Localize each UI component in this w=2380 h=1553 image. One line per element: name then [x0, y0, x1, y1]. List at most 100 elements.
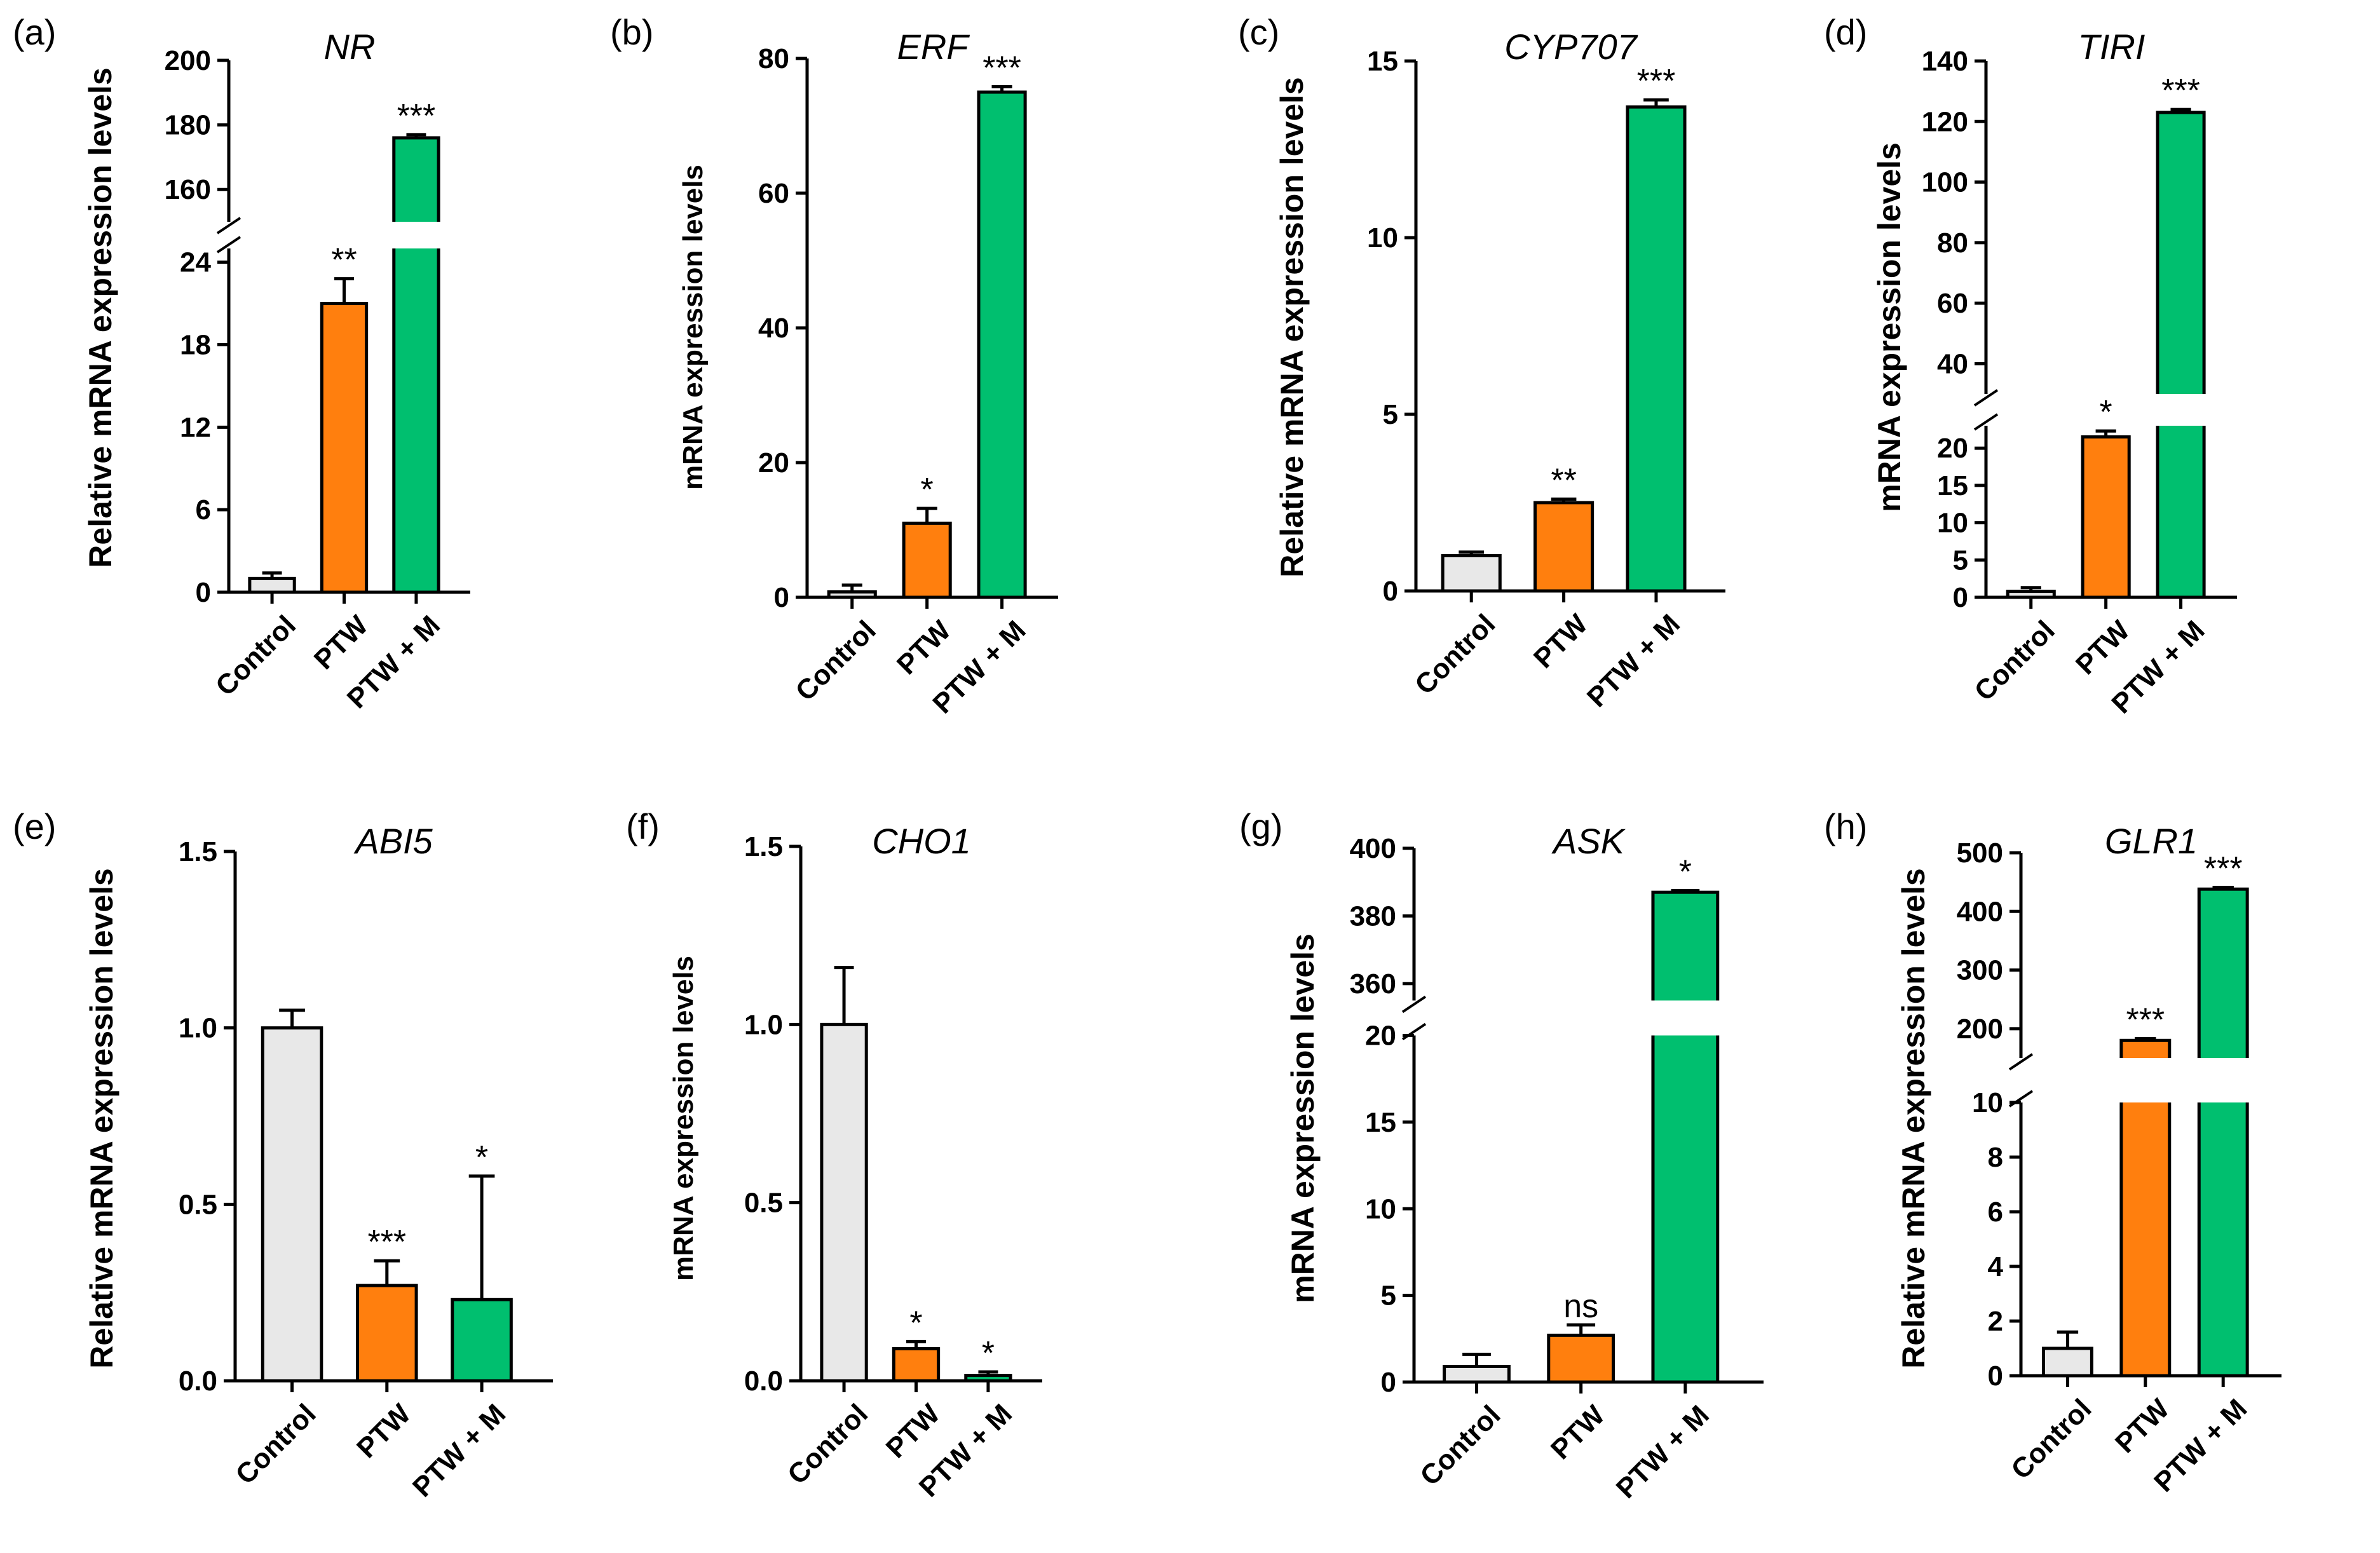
significance-label: ***	[367, 1224, 406, 1261]
significance-label: *	[1679, 854, 1692, 891]
x-category-label: Control	[790, 614, 882, 707]
panel-label: (h)	[1824, 806, 1867, 846]
x-category-label: PTW + M	[407, 1398, 512, 1503]
y-tick-label: 60	[1937, 288, 1968, 319]
panel-label: (c)	[1238, 12, 1279, 52]
y-tick-label: 140	[1922, 46, 1968, 77]
x-category-label: PTW	[1545, 1399, 1611, 1465]
y-tick-label: 180	[165, 110, 211, 141]
y-tick-label: 1.5	[179, 836, 217, 867]
chart-title: TIRI	[2078, 27, 2145, 67]
y-tick-label: 20	[758, 447, 789, 478]
y-tick-label: 0	[196, 577, 211, 608]
y-tick-label: 160	[165, 174, 211, 205]
y-axis-label: mRNA expression levels	[1285, 933, 1321, 1303]
significance-label: *	[475, 1139, 488, 1176]
y-tick-label: 400	[1350, 833, 1396, 864]
y-tick-label: 40	[1937, 348, 1968, 379]
bar	[2041, 1346, 2093, 1378]
bar	[892, 1347, 941, 1383]
bar-break-gap	[2155, 394, 2207, 426]
bar	[820, 1022, 868, 1383]
y-tick-label: 60	[758, 178, 789, 209]
panel-c: 0 5 10 15 Control ** PTW *** PTW + M (c) CYP707 Rel…	[1238, 12, 1725, 714]
significance-label: ***	[2126, 1002, 2165, 1039]
x-category-label: PTW	[880, 1398, 946, 1464]
chart-title: CYP707	[1504, 27, 1638, 67]
chart-title: ABI5	[353, 821, 433, 861]
y-tick-label: 0	[1383, 576, 1398, 607]
chart-title: NR	[324, 27, 376, 67]
y-axis-label: Relative mRNA expression levels	[84, 868, 119, 1368]
axis-break-mark	[1973, 389, 1999, 407]
y-tick-label: 10	[1365, 1193, 1396, 1224]
significance-label: ns	[1563, 1288, 1598, 1325]
x-category-label: Control	[229, 1398, 322, 1490]
bar	[2156, 111, 2206, 599]
y-tick-label: 0.0	[744, 1366, 783, 1397]
bar	[2081, 435, 2131, 599]
bar	[261, 1026, 323, 1383]
bar	[827, 590, 877, 599]
y-tick-label: 20	[1937, 433, 1968, 464]
x-category-label: PTW + M	[1581, 608, 1686, 713]
bar	[1441, 553, 1502, 593]
y-tick-label: 400	[1957, 896, 2003, 927]
x-category-label: PTW + M	[1610, 1399, 1715, 1504]
panel-d: 05101520406080100120140Control*PTW***PTW…	[1824, 12, 2237, 720]
axis-break-mark	[216, 217, 241, 234]
panel-label: (a)	[13, 12, 56, 52]
y-axis-label: Relative mRNA expression levels	[83, 67, 118, 567]
panel-g: 0 5 10 15 20 360 380 400 Control ns PTW * PTW + M (g)…	[1239, 806, 1764, 1505]
significance-label: ***	[2161, 72, 2200, 109]
bar	[451, 1298, 513, 1383]
y-axis-label: mRNA expression levels	[668, 956, 699, 1281]
axis-break-mark	[216, 236, 241, 254]
bar	[964, 1374, 1012, 1383]
bar	[2197, 887, 2249, 1378]
y-tick-label: 6	[196, 494, 211, 526]
axis-break-mark	[1401, 995, 1427, 1014]
y-tick-label: 8	[1988, 1142, 2003, 1173]
significance-label: *	[982, 1335, 995, 1372]
y-tick-label: 4	[1988, 1251, 2004, 1282]
y-axis-label: Relative mRNA expression levels	[1274, 77, 1310, 577]
chart-title: ASK	[1551, 821, 1626, 861]
y-axis-label: Relative mRNA expression levels	[1896, 868, 1931, 1368]
y-tick-label: 100	[1922, 167, 1968, 198]
significance-label: ***	[397, 98, 436, 135]
y-tick-label: 0.5	[744, 1188, 783, 1219]
x-category-label: Control	[1414, 1399, 1506, 1491]
chart-title: ERF	[897, 27, 970, 67]
y-tick-label: 5	[1381, 1280, 1396, 1312]
bar-break-gap	[391, 222, 442, 248]
chart-title: GLR1	[2105, 821, 2198, 861]
bar	[1626, 105, 1687, 593]
y-axis-label: mRNA expression levels	[1872, 142, 1907, 512]
bar	[1651, 890, 1720, 1384]
y-tick-label: 1.0	[744, 1009, 783, 1040]
panel-e: 0.0 0.5 1.0 1.5 Control *** PTW * PTW + M (e) ABI5…	[13, 806, 553, 1503]
y-axis-label: mRNA expression levels	[677, 165, 709, 490]
y-tick-label: 40	[758, 313, 789, 344]
bar	[248, 576, 296, 594]
y-tick-label: 6	[1988, 1197, 2003, 1228]
y-tick-label: 18	[180, 329, 211, 360]
x-category-label: Control	[1969, 614, 2061, 707]
y-tick-label: 200	[165, 45, 211, 76]
significance-label: **	[331, 242, 357, 279]
significance-label: ***	[2204, 850, 2243, 887]
significance-label: ***	[983, 50, 1021, 87]
panel-label: (e)	[13, 806, 56, 846]
bar-break-gap	[1650, 1000, 1720, 1036]
x-category-label: PTW	[2070, 614, 2136, 681]
x-category-label: Control	[2005, 1393, 2097, 1485]
x-category-label: Control	[782, 1398, 874, 1490]
y-tick-label: 1.0	[179, 1013, 217, 1044]
panel-label: (f)	[626, 806, 660, 846]
y-tick-label: 300	[1957, 955, 2003, 986]
